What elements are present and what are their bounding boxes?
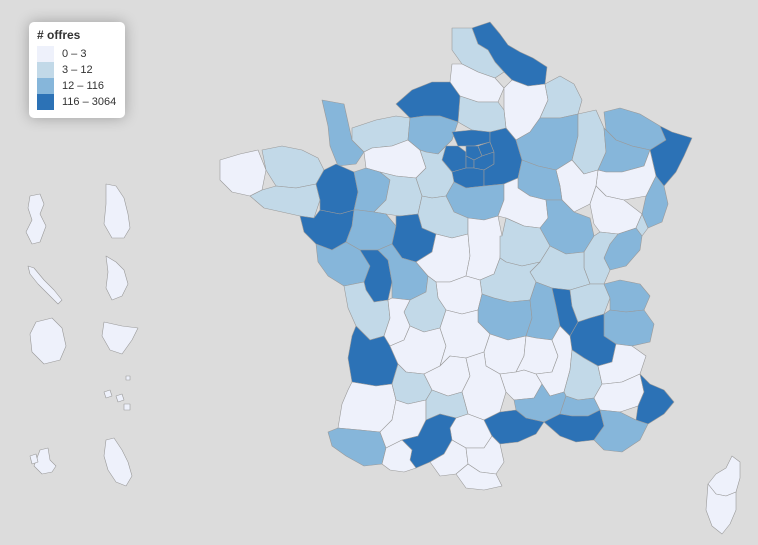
region-finistere[interactable] — [219, 149, 267, 197]
legend-swatch-0 — [37, 46, 54, 62]
legend-row: 116 – 3064 — [37, 94, 117, 110]
region-polynesie-francaise[interactable] — [103, 389, 113, 399]
region-guyane[interactable] — [105, 255, 129, 301]
region-nouvelle-caledonie[interactable] — [27, 265, 63, 305]
region-pyrenees-orientales[interactable] — [455, 463, 503, 491]
region-la-reunion[interactable] — [29, 317, 67, 365]
mainland-france — [219, 21, 693, 491]
region-guadeloupe[interactable] — [25, 193, 47, 245]
legend-title: # offres — [37, 28, 81, 42]
region-savoie[interactable] — [603, 309, 655, 347]
overseas-territories — [25, 183, 139, 487]
region-polynesie-francaise-2[interactable] — [115, 393, 125, 403]
corsica — [705, 455, 741, 535]
region-hautes-pyrenees[interactable] — [381, 439, 417, 473]
region-manche[interactable] — [321, 99, 365, 167]
region-polynesie-francaise-3[interactable] — [123, 403, 131, 411]
region-martinique[interactable] — [103, 183, 131, 239]
legend-row: 0 – 3 — [37, 46, 117, 62]
legend-row: 12 – 116 — [37, 78, 117, 94]
legend-swatch-1 — [37, 62, 54, 78]
region-saint-martin[interactable] — [29, 453, 39, 465]
legend-label-2: 12 – 116 — [62, 80, 105, 92]
legend-swatch-3 — [37, 94, 54, 110]
legend-label-0: 0 – 3 — [62, 48, 87, 60]
region-wallis-et-futuna[interactable] — [103, 437, 133, 487]
region-saint-pierre-et-miquelon[interactable] — [33, 447, 57, 475]
region-var[interactable] — [593, 409, 649, 453]
legend-swatch-2 — [37, 78, 54, 94]
legend-row: 3 – 12 — [37, 62, 117, 78]
region-alpes-maritimes[interactable] — [635, 373, 675, 425]
legend-label-3: 116 – 3064 — [62, 96, 117, 108]
region-polynesie-francaise-4[interactable] — [125, 375, 131, 381]
region-bas-rhin[interactable] — [649, 125, 693, 187]
legend-label-1: 3 – 12 — [62, 64, 93, 76]
region-maine-et-loire[interactable] — [345, 209, 397, 251]
legend: # offres 0 – 3 3 – 12 12 – 116 116 – 306… — [29, 22, 125, 118]
region-haut-rhin[interactable] — [641, 175, 669, 229]
region-pyrenees-atlantiques[interactable] — [327, 427, 387, 467]
region-cotes-darmor[interactable] — [261, 145, 325, 189]
region-mayotte[interactable] — [101, 321, 139, 355]
region-haute-savoie[interactable] — [603, 279, 651, 313]
region-corse-du-sud[interactable] — [705, 483, 737, 535]
